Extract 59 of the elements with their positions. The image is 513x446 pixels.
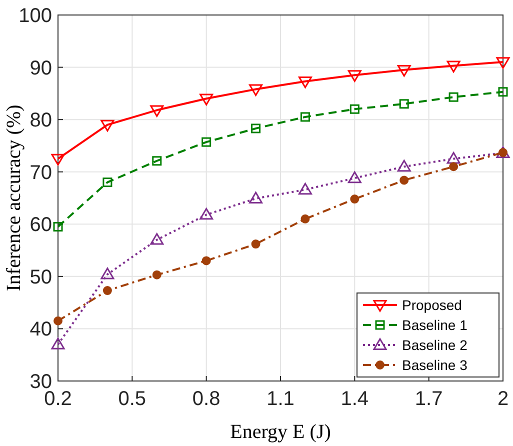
point	[298, 76, 312, 88]
point	[150, 105, 164, 117]
point	[397, 160, 411, 172]
point	[54, 316, 62, 326]
point	[399, 99, 409, 109]
x-tick-label: 1.7	[414, 388, 443, 410]
point	[300, 214, 310, 224]
point	[448, 92, 458, 102]
point	[300, 112, 310, 122]
legend-label: Proposed	[402, 296, 462, 313]
point	[446, 152, 460, 164]
x-tick-label: 0.8	[192, 388, 220, 410]
point	[350, 194, 360, 204]
point	[348, 70, 362, 82]
y-tick-label: 60	[30, 214, 52, 236]
x-tick-label: 2	[497, 388, 509, 410]
point	[51, 154, 65, 166]
point	[202, 137, 212, 147]
point	[102, 286, 112, 296]
x-tick-label: 0.5	[118, 388, 146, 410]
y-tick-label: 90	[30, 57, 52, 80]
point	[348, 171, 362, 184]
point	[298, 182, 312, 195]
point	[100, 268, 114, 280]
point	[249, 84, 263, 96]
y-axis-title: Inference accuracy (%)	[3, 104, 25, 292]
point	[202, 256, 211, 266]
point	[446, 60, 460, 72]
x-tick-label: 1.4	[340, 388, 369, 410]
point	[249, 192, 263, 204]
point	[150, 233, 164, 245]
legend-label: Baseline 2	[402, 336, 468, 353]
y-tick-label: 70	[30, 162, 52, 184]
legend-label: Baseline 1	[402, 316, 468, 333]
point	[152, 270, 162, 280]
point	[449, 162, 458, 172]
point	[498, 87, 508, 97]
point	[200, 94, 214, 106]
point	[397, 64, 411, 77]
y-tick-label: 50	[30, 266, 52, 288]
point	[496, 146, 510, 158]
point	[496, 57, 510, 69]
point	[200, 208, 214, 220]
y-tick-label: 80	[30, 110, 52, 132]
point	[100, 120, 114, 132]
point	[51, 338, 65, 350]
point	[53, 222, 63, 232]
point	[102, 178, 112, 188]
point	[350, 104, 360, 114]
x-tick-label: 0.2	[44, 388, 72, 410]
point	[251, 240, 260, 249]
x-tick-label: 1.1	[266, 388, 294, 410]
x-axis-title: Energy E (J)	[230, 421, 331, 443]
legend-label: Baseline 3	[402, 356, 468, 373]
y-tick-label: 100	[18, 5, 52, 27]
y-tick-label: 40	[30, 318, 52, 341]
point	[251, 124, 261, 134]
point	[152, 156, 162, 166]
point	[400, 176, 409, 185]
